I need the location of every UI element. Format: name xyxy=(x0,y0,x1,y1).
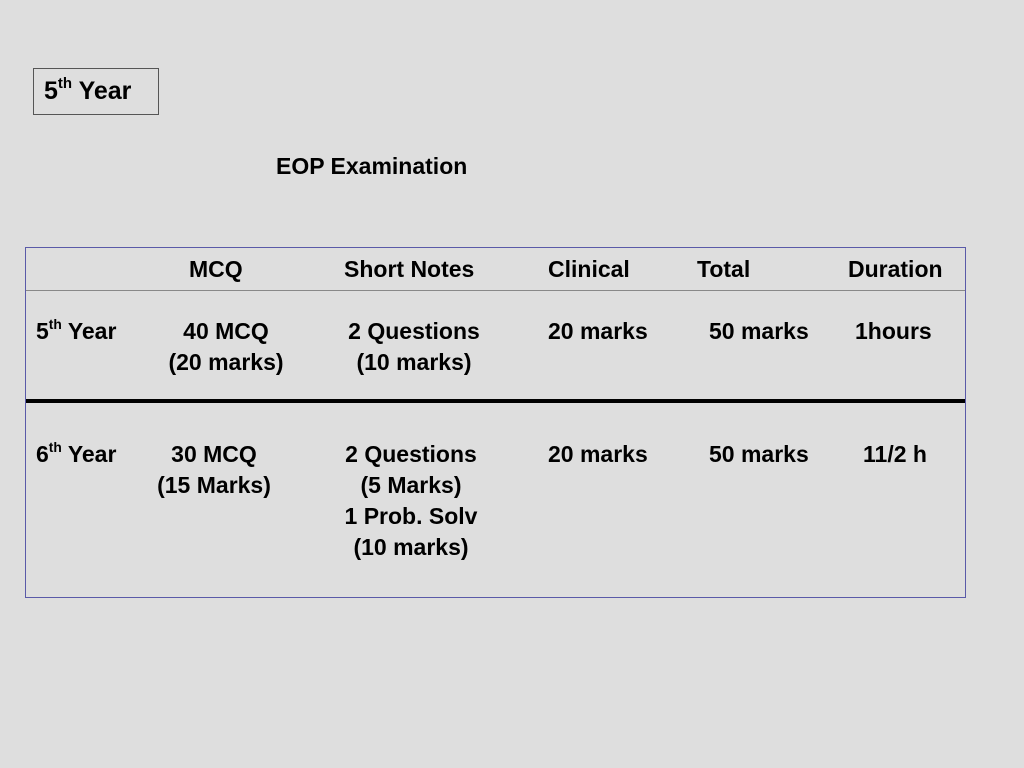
slide-title-box: 5th Year xyxy=(33,68,159,115)
header-divider xyxy=(26,290,965,291)
problem-solving-count: 1 Prob. Solv xyxy=(344,503,478,529)
row-5th-mcq: 40 MCQ (20 marks) xyxy=(151,316,301,378)
row-6th-year-label: 6th Year xyxy=(36,439,116,470)
row-divider xyxy=(26,399,965,403)
row-5th-duration: 1hours xyxy=(855,318,932,344)
row-year-word: Year xyxy=(67,441,117,467)
problem-solving-marks: (10 marks) xyxy=(353,534,469,560)
row-6th-total: 50 marks xyxy=(709,441,809,467)
mcq-marks: (20 marks) xyxy=(168,349,284,375)
short-notes-count: 2 Questions xyxy=(345,441,477,467)
short-notes-count: 2 Questions xyxy=(348,318,480,344)
title-word: Year xyxy=(78,77,132,105)
row-6th-short-notes: 2 Questions (5 Marks) 1 Prob. Solv (10 m… xyxy=(326,439,496,563)
header-clinical: Clinical xyxy=(548,256,630,282)
header-short-notes: Short Notes xyxy=(344,256,475,282)
row-5th-short-notes: 2 Questions (10 marks) xyxy=(334,316,494,378)
header-total: Total xyxy=(697,256,751,282)
mcq-marks: (15 Marks) xyxy=(157,472,271,498)
mcq-count: 30 MCQ xyxy=(171,441,257,467)
row-year-suffix: th xyxy=(48,316,62,332)
row-year-word: Year xyxy=(67,318,117,344)
row-year-suffix: th xyxy=(48,439,62,455)
exam-table: MCQ Short Notes Clinical Total Duration … xyxy=(25,247,966,598)
header-duration: Duration xyxy=(848,256,943,282)
row-year-number: 6 xyxy=(36,441,49,467)
title-suffix: th xyxy=(57,75,73,93)
row-5th-year-label: 5th Year xyxy=(36,316,116,347)
row-5th-total: 50 marks xyxy=(709,318,809,344)
row-year-number: 5 xyxy=(36,318,49,344)
header-mcq: MCQ xyxy=(189,256,243,282)
title-number: 5 xyxy=(44,77,58,105)
short-notes-marks: (5 Marks) xyxy=(360,472,462,498)
row-5th-clinical: 20 marks xyxy=(548,318,648,344)
mcq-count: 40 MCQ xyxy=(183,318,269,344)
row-6th-mcq: 30 MCQ (15 Marks) xyxy=(139,439,289,501)
row-6th-clinical: 20 marks xyxy=(548,441,648,467)
exam-heading: EOP Examination xyxy=(276,153,468,179)
row-6th-duration: 11/2 h xyxy=(863,441,927,467)
short-notes-marks: (10 marks) xyxy=(356,349,472,375)
